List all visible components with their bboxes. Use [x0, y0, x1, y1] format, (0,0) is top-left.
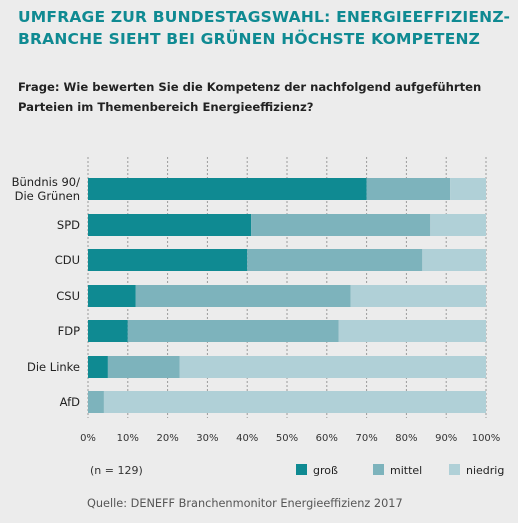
x-tick-label: 0% — [80, 433, 96, 444]
source-note: Quelle: DENEFF Branchenmonitor Energieef… — [87, 497, 403, 510]
x-tick-label: 100% — [472, 433, 501, 444]
bar-mittel — [135, 285, 351, 307]
bar-mittel — [107, 356, 180, 378]
category-label: CDU — [55, 253, 80, 267]
sample-size-note: (n = 129) — [90, 464, 143, 477]
bar-mittel — [366, 178, 451, 200]
bar-niedrig — [450, 178, 486, 200]
x-tick-label: 30% — [196, 433, 218, 444]
category-label: AfD — [60, 395, 81, 409]
bar-niedrig — [103, 391, 487, 413]
legend-label-niedrig: niedrig — [466, 464, 505, 477]
bar-mittel — [247, 249, 423, 271]
bar-gross — [88, 320, 128, 342]
bar-mittel — [127, 320, 339, 342]
x-tick-label: 10% — [117, 433, 139, 444]
bar-niedrig — [179, 356, 487, 378]
category-label: CSU — [56, 289, 80, 303]
bar-mittel — [251, 214, 431, 236]
x-tick-label: 50% — [276, 433, 298, 444]
legend-label-mittel: mittel — [390, 464, 423, 477]
bar-niedrig — [422, 249, 486, 271]
bar-niedrig — [430, 214, 486, 236]
x-tick-label: 60% — [316, 433, 338, 444]
bar-niedrig — [350, 285, 486, 307]
x-tick-label: 70% — [355, 433, 377, 444]
legend-item-gross: groß — [296, 464, 338, 477]
category-label: SPD — [57, 218, 80, 232]
legend-swatch-niedrig — [449, 464, 460, 475]
category-label: Bündnis 90/Die Grünen — [12, 175, 81, 203]
bar-gross — [88, 178, 367, 200]
x-tick-label: 40% — [236, 433, 258, 444]
bar-niedrig — [338, 320, 486, 342]
category-label: FDP — [58, 324, 80, 338]
legend-label-gross: groß — [313, 464, 338, 477]
legend-swatch-gross — [296, 464, 307, 475]
category-label: Die Linke — [27, 360, 80, 374]
bar-gross — [88, 285, 136, 307]
x-tick-label: 90% — [435, 433, 457, 444]
stacked-bar-chart: 0% 10% 20% 30% 40% 50% 60% 70% 80% 90% 100% Bündnis… — [12, 157, 501, 444]
bar-gross — [88, 356, 108, 378]
legend-item-niedrig: niedrig — [449, 464, 504, 477]
x-tick-label: 80% — [395, 433, 417, 444]
bar-gross — [88, 214, 252, 236]
x-tick-label: 20% — [156, 433, 178, 444]
legend-item-mittel: mittel — [373, 464, 422, 477]
bar-mittel — [88, 391, 104, 413]
survey-question: Frage: Wie bewerten Sie die Kompetenz de… — [18, 80, 482, 114]
bar-gross — [88, 249, 248, 271]
chart-title: UMFRAGE ZUR BUNDESTAGSWAHL: ENERGIEEFFIZ… — [18, 8, 511, 48]
legend-swatch-mittel — [373, 464, 384, 475]
